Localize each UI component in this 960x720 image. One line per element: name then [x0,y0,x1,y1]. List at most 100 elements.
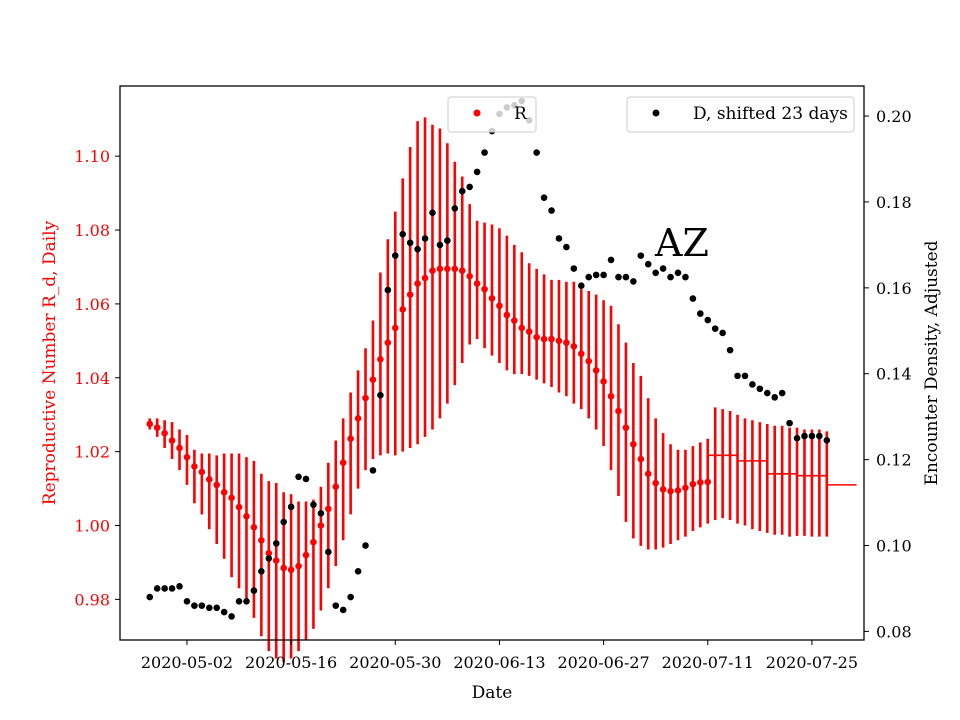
left-y-tick-label: 0.98 [74,590,110,609]
d-point [667,273,674,281]
r-point [577,350,585,358]
d-point [354,567,362,575]
r-point [466,272,473,280]
d-point [265,555,273,562]
r-point [272,557,280,564]
left-y-tick-label: 1.10 [74,147,110,166]
r-point [488,295,496,302]
r-point [622,424,630,431]
r-point [511,317,518,324]
d-point [563,243,570,251]
d-point [823,437,831,444]
left-y-tick-label: 1.04 [74,369,110,388]
r-point [243,512,250,520]
r-point [548,335,555,343]
d-point [258,567,265,575]
r-point [600,378,607,385]
d-point [391,252,399,259]
d-point [146,593,154,601]
r-point [280,564,287,572]
r-point [697,478,704,486]
d-point [481,149,488,156]
x-tick-label: 2020-06-13 [453,653,545,672]
r-point [637,455,645,463]
r-point [585,357,593,365]
d-point [615,273,622,281]
d-point [317,510,325,517]
r-point [310,538,317,546]
d-point [682,273,689,281]
d-point [741,372,749,380]
r-point [644,470,652,478]
d-point [399,230,407,238]
d-point [607,256,615,264]
left-y-axis-label: Reproductive Number R_d, Daily [40,220,60,505]
d-point [213,604,221,612]
r-point [235,503,243,511]
r-point [473,280,481,287]
left-y-tick-label: 1.08 [74,221,110,240]
d-point [570,265,578,272]
d-point [176,583,183,590]
r-point [458,267,466,274]
r-point [339,459,347,467]
d-point [339,606,347,614]
legend-d-frame [626,96,855,133]
d-point [548,207,555,214]
legend-d-label: D, shifted 23 days [693,104,848,124]
r-point [168,437,176,444]
r-point [525,328,533,335]
d-point [473,168,481,176]
r-point [302,551,310,559]
right-y-tick-label: 0.16 [876,279,912,298]
d-point [250,587,258,594]
left-y-tick-label: 1.06 [74,295,110,314]
r-point [295,562,302,570]
d-point [697,310,704,317]
r-point [391,324,399,332]
d-point [555,235,563,242]
r-point [325,505,332,513]
d-point [458,187,466,195]
r-point [667,487,674,495]
legend-d: D, shifted 23 days [626,96,855,133]
d-point [719,329,726,337]
r-point [317,522,325,529]
legend-d-marker [652,109,660,117]
d-point [436,241,444,249]
d-point [801,432,808,440]
r-point [198,468,206,476]
d-point [295,473,302,481]
d-point [466,183,473,191]
legend-r-frame [447,96,537,133]
d-point [644,260,652,268]
r-point [213,481,221,489]
d-point [168,585,176,592]
r-points [146,265,712,574]
r-point [347,435,354,443]
r-point [481,285,488,293]
d-point [362,542,369,549]
right-y-axis-label: Encounter Density, Adjusted [922,240,942,485]
r-point [615,407,622,415]
d-point [414,245,421,253]
d-point [444,237,451,244]
r-point [563,339,570,346]
d-point [191,602,198,609]
d-point [183,598,191,605]
r-point [555,337,563,345]
x-tick-label: 2020-07-11 [662,653,754,672]
d-point [310,501,317,509]
x-tick-label: 2020-07-25 [766,653,858,672]
r-point [704,478,712,486]
d-point [228,613,235,620]
r-point [518,324,526,332]
d-point [325,548,332,556]
x-tick-label: 2020-05-16 [245,653,337,672]
d-point [369,467,377,474]
d-point [711,325,719,332]
r-error-bars [148,117,829,663]
d-point [421,235,429,242]
x-tick-label: 2020-06-27 [557,653,649,672]
